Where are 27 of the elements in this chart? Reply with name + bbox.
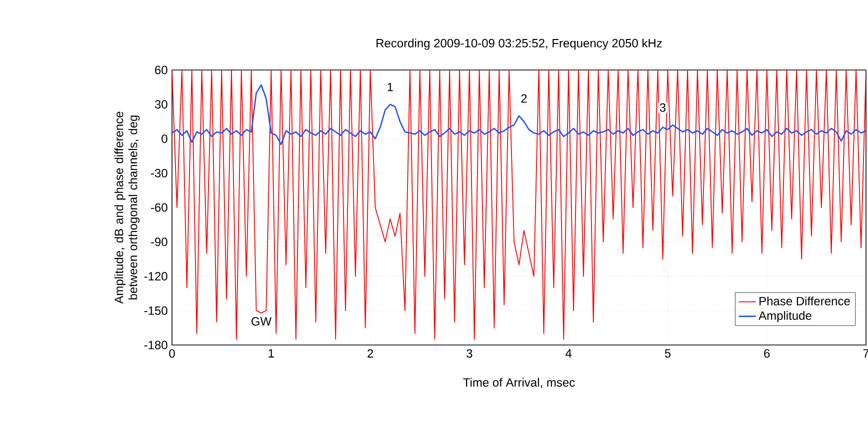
y-tick-label: 0 bbox=[162, 134, 168, 143]
annotation: 1 bbox=[388, 82, 393, 92]
x-tick-label: 4 bbox=[566, 349, 572, 358]
legend-label: Phase Difference bbox=[760, 296, 850, 306]
x-axis-title: Time of Arrival, msec bbox=[463, 378, 575, 388]
annotation: 3 bbox=[660, 103, 666, 112]
chart-title: Recording 2009-10-09 03:25:52, Frequency 2050 kHz bbox=[376, 38, 662, 50]
y-tick-label: -120 bbox=[144, 272, 168, 280]
x-tick-label: 3 bbox=[466, 349, 472, 358]
x-tick-label: 1 bbox=[268, 349, 274, 358]
x-tick-label: 0 bbox=[169, 349, 175, 358]
x-tick-label: 6 bbox=[764, 349, 770, 358]
y-tick-label: -60 bbox=[150, 203, 168, 212]
y-tick-label: 60 bbox=[155, 66, 168, 74]
y-tick-label: 30 bbox=[154, 100, 168, 109]
annotation: GW bbox=[251, 317, 272, 326]
line-series bbox=[172, 84, 866, 146]
line-series bbox=[172, 70, 866, 340]
y-tick-label: -150 bbox=[144, 306, 168, 315]
y-axis-title: Amplitude, dB and phase difference between orthogonal channels, deg bbox=[114, 112, 140, 304]
x-tick-label: 5 bbox=[664, 349, 671, 358]
annotation: 2 bbox=[521, 94, 527, 103]
legend-label: Amplitude bbox=[758, 311, 812, 322]
y-tick-label: -90 bbox=[150, 238, 168, 246]
y-tick-label: -180 bbox=[144, 340, 168, 350]
x-tick-label: 2 bbox=[368, 349, 374, 358]
y-tick-label: -30 bbox=[150, 168, 168, 178]
